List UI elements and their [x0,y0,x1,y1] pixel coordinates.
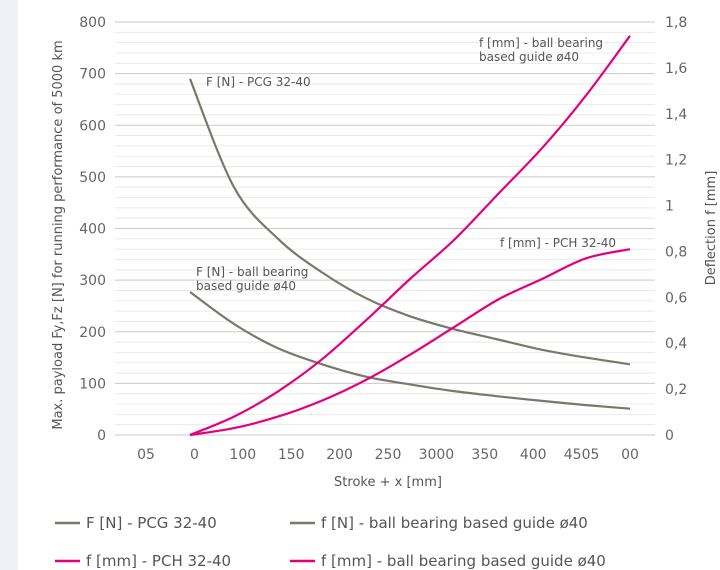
y-axis-right-title: Deflection f [mm] [704,171,719,286]
series-annotations: F [N] - PCG 32-40 F [N] - ball bearing bas… [196,36,616,293]
y-left-tick-label: 700 [79,67,106,83]
x-tick-label: 4505 [564,447,600,463]
x-tick-label: 150 [278,447,305,463]
legend-item-ball-bearing-force: f [N] - ball bearing based guide ø40 [290,514,588,532]
x-axis-ticks: 05 0 100 150 200 250 3000 350 400 4505 00 [137,447,639,463]
y-right-tick-label: 0,2 [665,382,687,398]
series-line-pch-deflection [189,248,631,437]
legend-item-pch-deflection: f [mm] - PCH 32-40 [55,552,231,570]
x-tick-label: 3000 [419,447,455,463]
y-left-tick-label: 500 [79,170,106,186]
series-line-pcg-force [188,78,631,366]
legend-label-pcg-force: F [N] - PCG 32-40 [86,514,217,532]
x-tick-label: 00 [621,447,639,463]
legend-label-pch-deflection: f [mm] - PCH 32-40 [86,552,231,570]
x-tick-label: 350 [471,447,498,463]
y-right-tick-label: 0,4 [665,336,687,352]
y-left-tick-label: 300 [79,273,106,289]
x-tick-label: 200 [326,447,353,463]
y-left-tick-label: 400 [79,222,106,238]
legend-item-pcg-force: F [N] - PCG 32-40 [55,514,217,532]
y-axis-right-ticks: 0 0,2 0,4 0,6 0,8 1 1,2 1,4 1,6 1,8 [665,15,687,444]
left-margin-band [0,0,18,570]
y-left-tick-label: 600 [79,118,106,134]
grid-lines [115,21,655,436]
x-tick-label: 250 [375,447,402,463]
annotation-ball-bearing-force: F [N] - ball bearing based guide ø40 [196,265,308,293]
y-left-tick-label: 800 [79,15,106,31]
series-line-ball-bearing-deflection [189,35,631,437]
annotation-pcg-force: F [N] - PCG 32-40 [206,75,311,89]
x-tick-label: 100 [229,447,256,463]
y-axis-left-title: Max. payload Fy,Fz [N] for running perfo… [51,40,66,429]
series-lines [188,35,631,437]
x-tick-label: 400 [520,447,547,463]
annotation-ball-bearing-deflection: f [mm] - ball bearing based guide ø40 [479,36,603,64]
series-line-ball-bearing-force [189,291,631,410]
y-left-tick-label: 100 [79,376,106,392]
y-left-tick-label: 0 [97,428,106,444]
y-right-tick-label: 1,6 [665,61,687,77]
legend-label-ball-bearing-deflection: f [mm] - ball bearing based guide ø40 [321,552,606,570]
y-right-tick-label: 0,6 [665,290,687,306]
y-right-tick-label: 1 [665,199,674,215]
y-right-tick-label: 0 [665,428,674,444]
x-tick-label: 0 [190,447,199,463]
y-left-tick-label: 200 [79,325,106,341]
x-axis-title: Stroke + x [mm] [334,475,442,490]
legend-label-ball-bearing-force: f [N] - ball bearing based guide ø40 [321,514,588,532]
legend-item-ball-bearing-deflection: f [mm] - ball bearing based guide ø40 [290,552,606,570]
annotation-pch-deflection: f [mm] - PCH 32-40 [500,236,616,250]
x-tick-label: 05 [137,447,155,463]
legend: F [N] - PCG 32-40 f [N] - ball bearing b… [55,514,606,570]
y-right-tick-label: 1,2 [665,153,687,169]
y-right-tick-label: 1,8 [665,15,687,31]
y-right-tick-label: 0,8 [665,244,687,260]
y-axis-left-ticks: 0 100 200 300 400 500 600 700 800 [79,15,106,444]
y-right-tick-label: 1,4 [665,107,687,123]
